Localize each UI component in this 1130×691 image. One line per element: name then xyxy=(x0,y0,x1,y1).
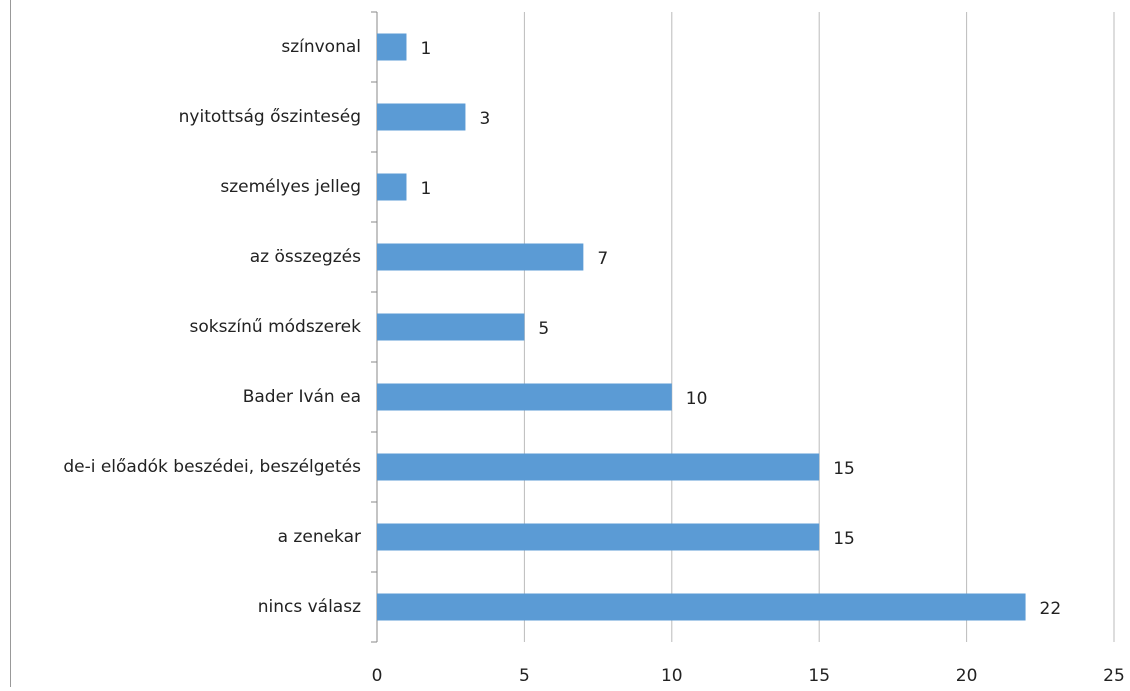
x-tick-label: 0 xyxy=(372,666,383,686)
x-tick-label: 5 xyxy=(519,666,530,686)
bar xyxy=(377,174,406,201)
bar xyxy=(377,244,583,271)
y-tick-label: Bader Iván ea xyxy=(243,387,361,407)
data-label: 15 xyxy=(833,529,855,549)
x-tick-label: 25 xyxy=(1103,666,1125,686)
data-label: 1 xyxy=(420,39,431,59)
data-label: 7 xyxy=(597,249,608,269)
data-label: 10 xyxy=(686,389,708,409)
data-label: 3 xyxy=(479,109,490,129)
data-label: 22 xyxy=(1040,599,1062,619)
bar xyxy=(377,314,524,341)
data-label: 15 xyxy=(833,459,855,479)
bar xyxy=(377,594,1026,621)
y-tick-label: színvonal xyxy=(281,37,361,57)
x-tick-label: 15 xyxy=(808,666,830,686)
bar xyxy=(377,524,819,551)
chart-border xyxy=(11,0,1130,687)
bar xyxy=(377,454,819,481)
y-tick-label: nyitottság őszinteség xyxy=(179,107,361,127)
data-label: 5 xyxy=(538,319,549,339)
bar xyxy=(377,384,672,411)
bar xyxy=(377,104,465,131)
y-tick-label: de-i előadók beszédei, beszélgetés xyxy=(63,457,361,477)
bar xyxy=(377,34,406,61)
x-tick-label: 10 xyxy=(661,666,683,686)
data-label: 1 xyxy=(420,179,431,199)
x-tick-label: 20 xyxy=(956,666,978,686)
y-tick-label: sokszínű módszerek xyxy=(190,317,362,337)
y-tick-label: személyes jelleg xyxy=(220,177,361,197)
y-tick-label: nincs válasz xyxy=(258,597,361,617)
y-tick-label: az összegzés xyxy=(250,247,361,267)
y-tick-label: a zenekar xyxy=(278,527,361,547)
